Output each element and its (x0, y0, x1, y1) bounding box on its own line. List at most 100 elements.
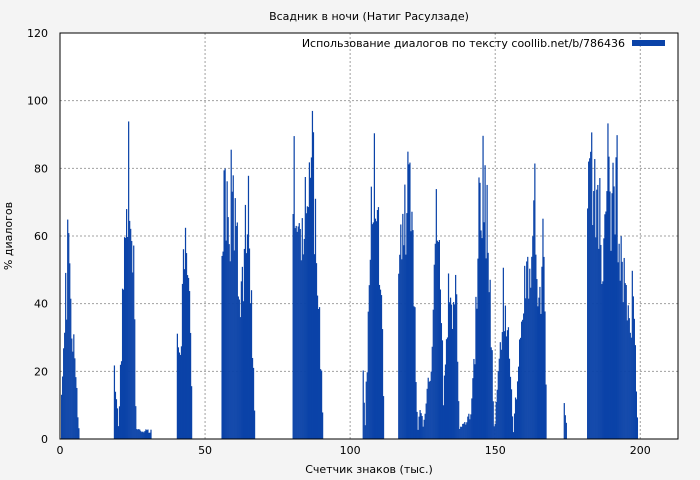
bar (603, 238, 605, 439)
bar (453, 302, 455, 439)
bar (474, 364, 476, 439)
bar (513, 413, 516, 439)
bar (436, 240, 438, 439)
bar (124, 237, 127, 439)
bar (522, 319, 524, 439)
y-tick-label: 60 (34, 230, 48, 243)
bar (120, 361, 123, 439)
bar (611, 193, 613, 439)
bar (527, 256, 529, 439)
bar (564, 415, 566, 439)
bar (117, 426, 120, 439)
bar (224, 168, 226, 440)
bar (594, 159, 596, 440)
bar (528, 298, 530, 439)
bar (447, 273, 450, 439)
bar (294, 228, 296, 439)
bar (72, 351, 74, 439)
bar (425, 403, 427, 439)
bar (244, 204, 247, 439)
bar (523, 313, 525, 439)
bar (77, 417, 79, 439)
bar (236, 222, 238, 439)
bar (127, 236, 129, 439)
bar (445, 339, 448, 439)
bar (189, 332, 192, 439)
bar (488, 292, 490, 439)
bar (517, 366, 520, 439)
bar (510, 389, 513, 439)
bar (130, 228, 132, 439)
bar (408, 164, 410, 439)
bar (432, 309, 434, 439)
bar (532, 236, 534, 439)
bar (78, 428, 80, 439)
bar (129, 220, 131, 439)
bar (609, 191, 611, 439)
bar (76, 387, 78, 439)
bar (141, 432, 143, 439)
bar (185, 253, 188, 439)
bar (534, 163, 536, 439)
bar (524, 265, 526, 439)
bar (68, 233, 70, 439)
bar (449, 297, 452, 439)
bar (591, 132, 593, 439)
bar (624, 283, 626, 439)
bar (486, 184, 488, 439)
bar (435, 189, 437, 439)
bar (433, 264, 435, 439)
bar (487, 252, 489, 439)
bar (529, 268, 531, 439)
bar (511, 416, 514, 439)
bar (114, 391, 117, 439)
y-axis-label: % диалогов (2, 202, 15, 270)
bar (494, 423, 496, 439)
bar (310, 157, 313, 440)
bar (608, 156, 610, 439)
bar (115, 399, 118, 439)
bar (121, 288, 124, 439)
bar (231, 191, 233, 439)
bar (514, 397, 517, 439)
bar (485, 258, 487, 439)
bar (438, 240, 440, 439)
bar (592, 225, 594, 439)
bar (597, 184, 599, 439)
bar (479, 182, 481, 439)
bar (363, 402, 365, 439)
bar (252, 367, 255, 439)
bar (178, 352, 181, 439)
bar (362, 370, 364, 439)
bar (531, 256, 533, 439)
bar (376, 210, 379, 439)
bar (182, 249, 185, 439)
bar (373, 133, 376, 439)
bar (371, 224, 373, 439)
bar (622, 302, 624, 439)
bar (593, 191, 595, 439)
bar (70, 298, 72, 439)
bar (139, 429, 141, 439)
bar (516, 381, 519, 439)
y-tick-label: 40 (34, 298, 48, 311)
bar (292, 214, 294, 439)
bar (450, 304, 453, 439)
bar (462, 423, 464, 439)
bar (131, 240, 133, 439)
y-tick-label: 20 (34, 365, 48, 378)
x-tick-label: 100 (340, 444, 361, 457)
bar (500, 349, 502, 439)
bar (598, 248, 600, 439)
bar (302, 254, 304, 439)
bar (248, 248, 251, 439)
bar (414, 307, 416, 439)
bar (227, 217, 229, 439)
bar (138, 429, 140, 439)
bar (71, 338, 73, 439)
bar (237, 296, 239, 439)
bar (187, 277, 190, 439)
bar (375, 221, 378, 439)
bar (420, 413, 422, 439)
bar (380, 295, 383, 439)
